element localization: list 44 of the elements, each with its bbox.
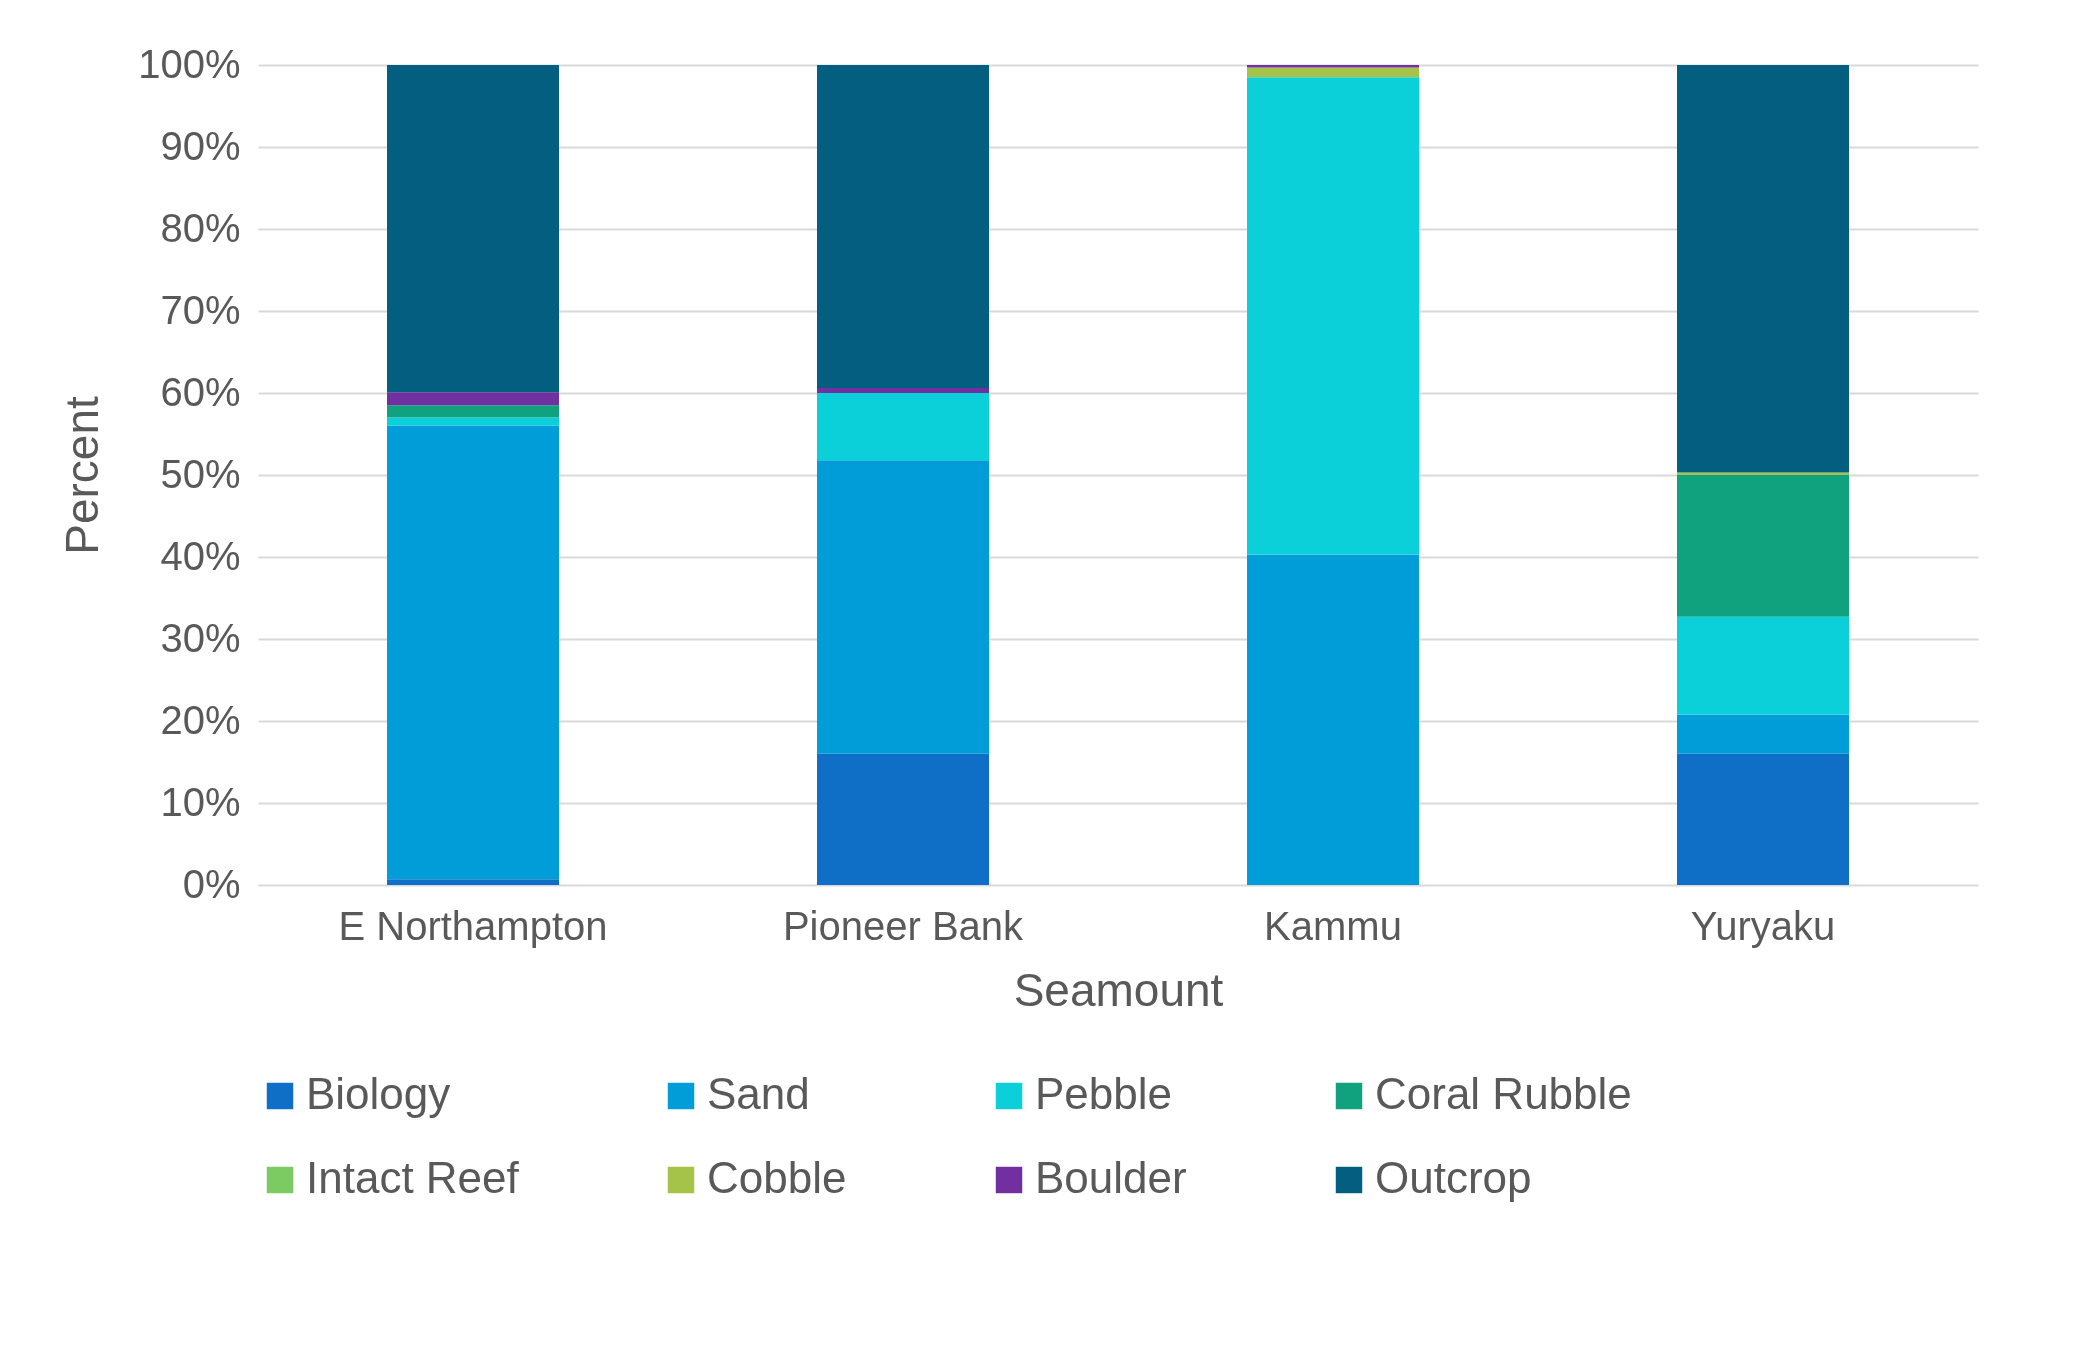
x-tick-label: Yuryaku (1690, 903, 1836, 948)
bar (387, 425, 559, 880)
bar (1677, 753, 1849, 885)
y-tick-label: 10% (160, 779, 241, 824)
y-tick-label: 0% (182, 861, 241, 906)
bar (1247, 77, 1419, 555)
x-tick-label: Kammu (1264, 903, 1402, 948)
x-tick-label: E Northampton (338, 903, 608, 948)
bar (1247, 554, 1419, 885)
bar (1247, 67, 1419, 78)
bar (387, 417, 559, 426)
bar (1677, 616, 1849, 715)
y-tick-label: 50% (160, 451, 241, 496)
y-tick-label: 70% (160, 287, 241, 332)
bar (1677, 714, 1849, 754)
x-tick-label: Pioneer Bank (782, 903, 1025, 948)
legend-label: Outcrop (1375, 1153, 1532, 1202)
bar (817, 388, 989, 393)
y-tick-label: 90% (160, 123, 241, 168)
bar (817, 65, 989, 389)
legend-label: Cobble (707, 1153, 847, 1202)
bar (817, 393, 989, 461)
y-tick-label: 60% (160, 369, 241, 414)
bar (817, 753, 989, 885)
bar (387, 879, 559, 885)
legend-label: Sand (707, 1069, 810, 1118)
bar (1677, 475, 1849, 617)
y-tick-label: 40% (160, 533, 241, 578)
bar (387, 65, 559, 393)
y-tick-label: 80% (160, 205, 241, 250)
y-tick-label: 100% (138, 41, 241, 86)
legend-label: Coral Rubble (1375, 1069, 1632, 1118)
bar (387, 405, 559, 418)
bar (817, 460, 989, 754)
bar (387, 392, 559, 406)
legend-label: Boulder (1035, 1153, 1187, 1202)
y-tick-label: 30% (160, 615, 241, 660)
legend-label: Pebble (1035, 1069, 1173, 1118)
bar (1677, 65, 1849, 473)
x-axis-title: Seamount (1013, 963, 1224, 1016)
legend-label: Biology (306, 1069, 451, 1118)
y-tick-label: 20% (160, 697, 241, 742)
legend-label: Intact Reef (306, 1153, 520, 1202)
y-axis-title: Percent (56, 396, 109, 555)
